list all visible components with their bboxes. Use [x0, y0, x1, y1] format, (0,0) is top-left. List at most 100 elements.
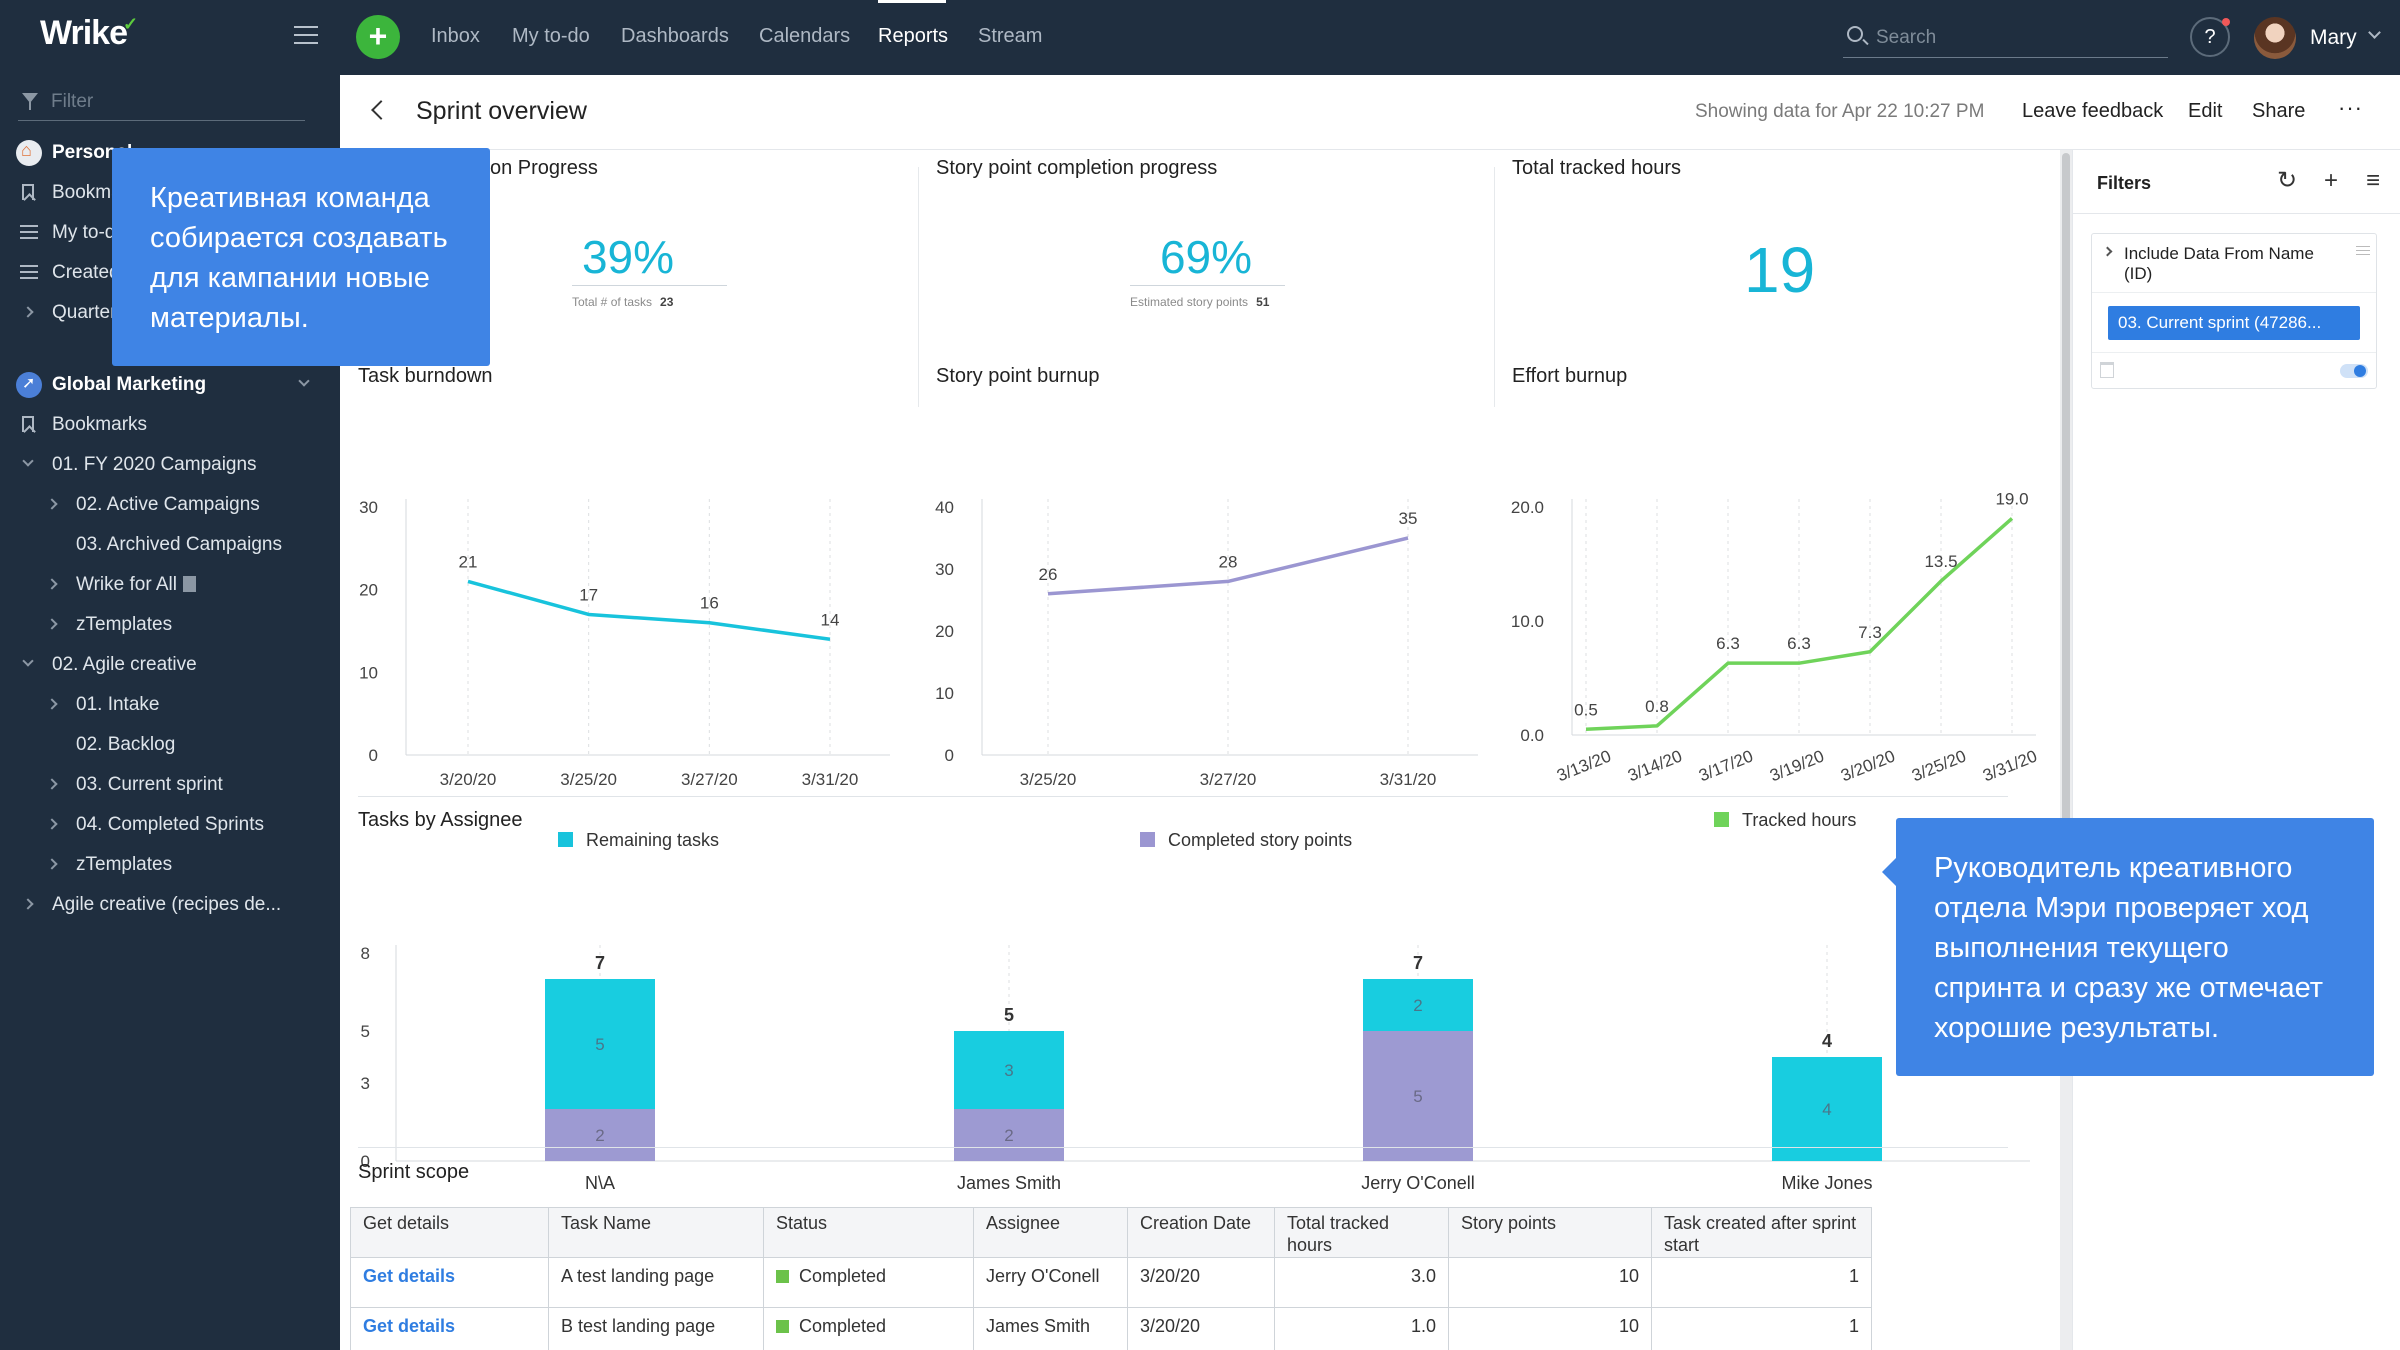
sidebar-item-ztemplates-2[interactable]: zTemplates: [0, 847, 340, 883]
bookmark-icon: [22, 416, 34, 432]
avatar[interactable]: [2254, 17, 2296, 59]
task-name-cell[interactable]: B test landing page: [548, 1307, 764, 1350]
column-header[interactable]: Task Name: [548, 1207, 764, 1258]
refresh-icon[interactable]: ↻: [2276, 167, 2298, 194]
sidebar-item-active-campaigns[interactable]: 02. Active Campaigns: [0, 487, 340, 523]
menu-icon[interactable]: [294, 26, 318, 46]
data-label: 28: [1219, 552, 1238, 571]
drag-handle-icon[interactable]: [2356, 246, 2370, 258]
wrike-logo[interactable]: Wrike✓: [40, 14, 138, 52]
story-points-cell: 10: [1448, 1257, 1652, 1308]
search-icon: [1847, 26, 1863, 42]
story-point-completion-title: Story point completion progress: [936, 157, 1218, 179]
chevron-down-icon: [22, 455, 34, 467]
share-button[interactable]: Share: [2252, 100, 2306, 122]
filter-enable-toggle[interactable]: [2340, 364, 2368, 378]
chevron-right-icon: [46, 818, 58, 830]
column-header[interactable]: Get details: [350, 1207, 549, 1258]
edit-button[interactable]: Edit: [2188, 100, 2223, 122]
chevron-down-icon[interactable]: [2368, 26, 2381, 39]
sidebar-space-global-marketing[interactable]: Global Marketing: [0, 367, 340, 403]
sidebar-item-ztemplates[interactable]: zTemplates: [0, 607, 340, 643]
legend-label: Remaining tasks: [586, 830, 719, 850]
nav-reports[interactable]: Reports: [878, 25, 949, 47]
sidebar-item-agile-creative[interactable]: 02. Agile creative: [0, 647, 340, 683]
page-header: Sprint overview Showing data for Apr 22 …: [340, 75, 2400, 150]
column-header[interactable]: Total tracked hours: [1274, 1207, 1449, 1258]
y-tick-label: 0: [369, 746, 378, 765]
tracked-hours-title: Total tracked hours: [1512, 157, 1681, 179]
add-new-button[interactable]: +: [356, 15, 400, 59]
filters-divider: [2073, 213, 2400, 214]
get-details-link[interactable]: Get details: [363, 1316, 456, 1336]
top-bar: Wrike✓ + Inbox My to-do Dashboards Calen…: [0, 0, 2400, 75]
column-header[interactable]: Assignee: [973, 1207, 1128, 1258]
story-point-completion-value: 69%: [1159, 231, 1253, 283]
more-options-icon[interactable]: ···: [2338, 95, 2363, 120]
panel-divider: [1494, 167, 1495, 407]
sidebar-item-backlog[interactable]: 02. Backlog: [76, 734, 176, 755]
bar-total-label: 5: [1004, 1005, 1014, 1025]
x-tick-label: Mike Jones: [1781, 1173, 1872, 1193]
sidebar-item-archived-campaigns[interactable]: 03. Archived Campaigns: [76, 534, 282, 555]
nav-stream[interactable]: Stream: [978, 25, 1043, 47]
trash-icon[interactable]: [2100, 362, 2114, 378]
column-header[interactable]: Task created after sprint start: [1651, 1207, 1872, 1258]
task-name-cell[interactable]: A test landing page: [548, 1257, 764, 1308]
sidebar-item-current-sprint[interactable]: 03. Current sprint: [0, 767, 340, 803]
get-details-link[interactable]: Get details: [363, 1266, 456, 1286]
bar-segment-label: 3: [1004, 1061, 1013, 1080]
user-name[interactable]: Mary: [2310, 26, 2357, 49]
task-completion-caption: Total # of tasks 23: [572, 295, 674, 309]
bar-segment-label: 5: [1413, 1087, 1422, 1106]
back-arrow-icon[interactable]: [371, 100, 391, 120]
sidebar-filter-input[interactable]: [51, 89, 291, 115]
x-tick-label: Jerry O'Conell: [1361, 1173, 1474, 1193]
nav-inbox[interactable]: Inbox: [431, 25, 480, 47]
story-point-completion-caption: Estimated story points 51: [1130, 295, 1270, 309]
tasks-by-assignee-chart: 0 3 5 8 2 5 7 N\A 2 3 5 James Smith 5 2 7 Jerry O'Conel…: [361, 944, 2030, 1193]
filter-value-chip[interactable]: 03. Current sprint (47286...: [2108, 306, 2360, 340]
sidebar-item-quarter[interactable]: Quarter: [0, 295, 340, 331]
sidebar-item-agile-creative-recipes[interactable]: Agile creative (recipes de...: [0, 887, 340, 923]
filter-card: Include Data From Name (ID) 03. Current …: [2091, 233, 2377, 389]
creation-date-cell: 3/20/20: [1127, 1307, 1275, 1350]
filter-icon: [22, 93, 38, 110]
filters-menu-icon[interactable]: ≡: [2365, 167, 2380, 194]
chevron-down-icon[interactable]: [298, 375, 310, 387]
nav-my-to-do[interactable]: My to-do: [512, 25, 590, 47]
filters-panel: Filters ↻ + ≡ Include Data From Name (ID…: [2072, 150, 2400, 1350]
column-header[interactable]: Story points: [1448, 1207, 1652, 1258]
report-main: Sprint overview Showing data for Apr 22 …: [340, 75, 2400, 1350]
status-completed-icon: [776, 1270, 789, 1283]
bar-segment: [954, 1031, 1064, 1109]
sidebar-item-intake[interactable]: 01. Intake: [0, 687, 340, 723]
search-input[interactable]: [1876, 24, 2156, 52]
sidebar-item-completed-sprints[interactable]: 04. Completed Sprints: [0, 807, 340, 843]
help-button[interactable]: ?: [2190, 17, 2230, 57]
y-tick-label: 10: [359, 663, 378, 682]
nav-dashboards[interactable]: Dashboards: [621, 25, 729, 47]
filter-field-label: Include Data From Name (ID): [2124, 244, 2314, 283]
sidebar-item-fy2020-campaigns[interactable]: 01. FY 2020 Campaigns: [0, 447, 340, 483]
sidebar-item-wrike-for-all[interactable]: Wrike for All: [0, 567, 340, 603]
sprint-scope-table: Get details Task Name Status Assignee Cr…: [350, 1207, 1872, 1350]
leave-feedback-button[interactable]: Leave feedback: [2022, 100, 2164, 122]
chevron-right-icon: [22, 306, 34, 318]
data-label: 26: [1039, 565, 1058, 584]
scrollbar-thumb[interactable]: [2062, 153, 2070, 853]
effort-burnup-chart: 0.0 10.0 20.0 3/13/20 3/14/20 3/17/20 3/19/20 3…: [1511, 489, 2040, 830]
bar-segment-label: 2: [1413, 996, 1422, 1015]
data-label: 17: [579, 585, 598, 604]
column-header[interactable]: Creation Date: [1127, 1207, 1275, 1258]
sidebar-item-bookmarks-2[interactable]: Bookmarks: [0, 407, 340, 443]
notification-dot: [2222, 18, 2230, 26]
nav-calendars[interactable]: Calendars: [759, 25, 851, 47]
chevron-right-icon[interactable]: [2102, 246, 2113, 257]
column-header[interactable]: Status: [763, 1207, 974, 1258]
sidebar-item-my-to-do[interactable]: My to-do: [0, 215, 340, 251]
y-tick-label: 30: [359, 498, 378, 517]
add-filter-icon[interactable]: +: [2323, 167, 2338, 194]
y-tick-label: 8: [361, 944, 370, 963]
series-line: [1585, 517, 2014, 732]
